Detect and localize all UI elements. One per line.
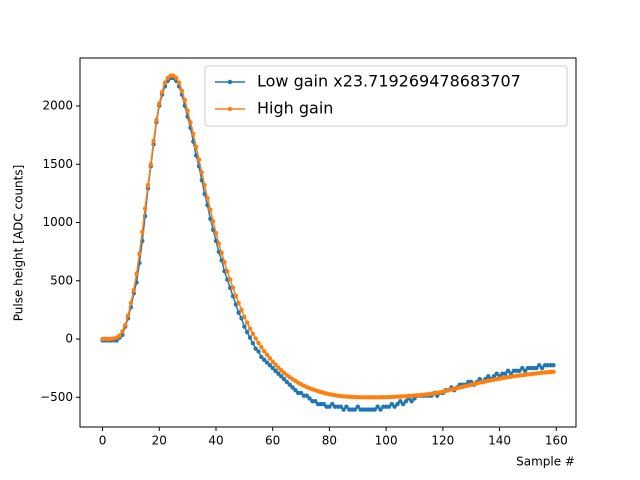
y-tick-label: 1000 <box>42 215 73 229</box>
x-tick-label: 40 <box>208 434 223 448</box>
legend-box <box>204 65 568 127</box>
x-tick-label: 140 <box>488 434 511 448</box>
x-tick-label: 160 <box>545 434 568 448</box>
x-tick-label: 100 <box>375 434 398 448</box>
y-tick-label: 0 <box>65 332 73 346</box>
y-tick-label: 1500 <box>42 157 73 171</box>
series-line <box>100 75 556 412</box>
y-tick-label: 2000 <box>42 99 73 113</box>
y-tick-label: 500 <box>50 273 73 287</box>
legend-label: High gain <box>257 99 333 118</box>
y-axis-label: Pulse height [ADC counts] <box>12 165 26 322</box>
x-tick-label: 20 <box>152 434 167 448</box>
legend-marker <box>227 79 233 85</box>
legend-label: Low gain x23.719269478683707 <box>257 72 521 91</box>
x-axis-label: Sample # <box>516 455 575 469</box>
legend-marker <box>227 106 233 112</box>
plot-frame <box>79 57 577 428</box>
series-line <box>100 73 556 400</box>
x-tick-label: 80 <box>322 434 337 448</box>
y-tick-label: −500 <box>40 390 73 404</box>
x-tick-label: 120 <box>431 434 454 448</box>
x-tick-label: 60 <box>265 434 280 448</box>
x-tick-label: 0 <box>99 434 107 448</box>
